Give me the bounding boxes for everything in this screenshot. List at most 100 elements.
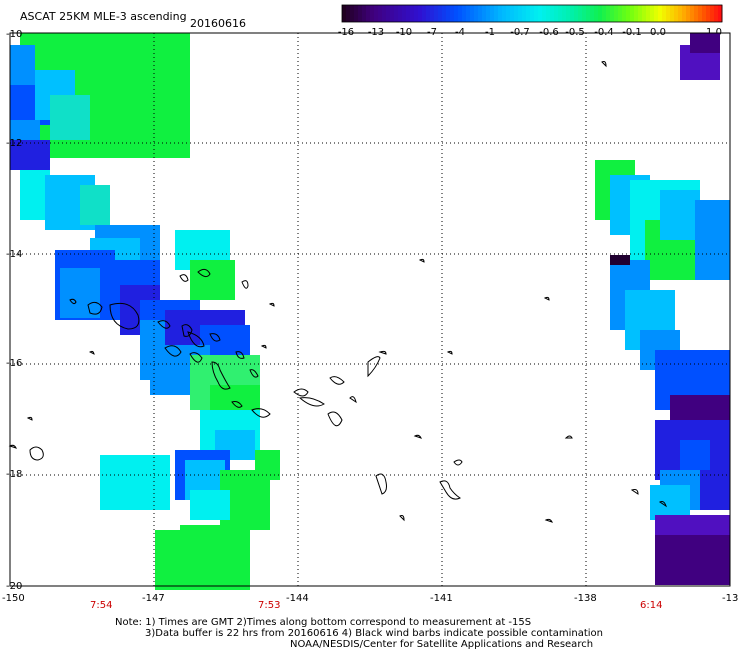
colorbar-segment <box>614 5 619 22</box>
lat-label: -10 <box>6 29 22 40</box>
wind-pixel <box>50 95 90 140</box>
colorbar-segment <box>574 5 579 22</box>
lat-label: -12 <box>6 138 22 149</box>
colorbar-segment <box>518 5 523 22</box>
colorbar-segment <box>406 5 411 22</box>
colorbar-segment <box>594 5 599 22</box>
wind-pixel <box>80 185 110 225</box>
colorbar-segment <box>386 5 391 22</box>
colorbar-segment <box>390 5 395 22</box>
colorbar-segment <box>698 5 703 22</box>
colorbar-segment <box>450 5 455 22</box>
time-label: 6:14 <box>640 600 662 611</box>
colorbar-segment <box>502 5 507 22</box>
colorbar <box>341 4 723 23</box>
colorbar-segment <box>550 5 555 22</box>
colorbar-segment <box>650 5 655 22</box>
colorbar-segment <box>630 5 635 22</box>
colorbar-border <box>341 4 723 23</box>
colorbar-segment <box>538 5 543 22</box>
latitude-labels: -10 -12 -14 -16 -18 -20 <box>6 29 22 592</box>
colorbar-segment <box>470 5 475 22</box>
colorbar-segment <box>670 5 675 22</box>
colorbar-segment <box>442 5 447 22</box>
colorbar-segment <box>626 5 631 22</box>
lat-label: -20 <box>6 581 22 592</box>
colorbar-segment <box>466 5 471 22</box>
colorbar-segment <box>702 5 707 22</box>
time-label: 7:53 <box>258 600 280 611</box>
wind-pixel <box>610 255 630 265</box>
colorbar-segment <box>554 5 559 22</box>
colorbar-segment <box>546 5 551 22</box>
colorbar-segment <box>706 5 711 22</box>
lon-label: -13 <box>722 593 738 604</box>
colorbar-segment <box>446 5 451 22</box>
colorbar-segment <box>602 5 607 22</box>
wind-pixel <box>660 190 700 240</box>
lat-label: -14 <box>6 249 22 260</box>
colorbar-segment <box>522 5 527 22</box>
colorbar-segment <box>606 5 611 22</box>
lon-label: -138 <box>574 593 597 604</box>
colorbar-segment <box>586 5 591 22</box>
lat-label: -18 <box>6 469 22 480</box>
lon-label: -147 <box>142 593 165 604</box>
colorbar-segment <box>378 5 383 22</box>
colorbar-segment <box>618 5 623 22</box>
colorbar-segment <box>598 5 603 22</box>
wind-pixel <box>655 535 730 585</box>
colorbar-segment <box>482 5 487 22</box>
longitude-labels: -150 -147 -144 -141 -138 -13 <box>2 593 738 604</box>
colorbar-segment <box>426 5 431 22</box>
lon-label: -141 <box>430 593 453 604</box>
wind-pixel <box>190 490 230 520</box>
footer-note-3: NOAA/NESDIS/Center for Satellite Applica… <box>290 639 593 650</box>
colorbar-segment <box>710 5 715 22</box>
colorbar-segment <box>346 5 351 22</box>
colorbar-segment <box>358 5 363 22</box>
wind-pixel <box>700 470 730 510</box>
colorbar-segment <box>350 5 355 22</box>
colorbar-segment <box>394 5 399 22</box>
colorbar-segment <box>634 5 639 22</box>
colorbar-segment <box>646 5 651 22</box>
colorbar-segment <box>454 5 459 22</box>
colorbar-segment <box>370 5 375 22</box>
colorbar-segment <box>666 5 671 22</box>
colorbar-segment <box>474 5 479 22</box>
colorbar-segment <box>402 5 407 22</box>
wind-pixel <box>10 140 50 170</box>
colorbar-segment <box>414 5 419 22</box>
wind-swaths <box>10 33 730 590</box>
colorbar-segment <box>418 5 423 22</box>
colorbar-segment <box>486 5 491 22</box>
colorbar-segment <box>622 5 627 22</box>
colorbar-segment <box>638 5 643 22</box>
colorbar-segment <box>658 5 663 22</box>
plot-frame <box>9 32 731 587</box>
colorbar-segment <box>654 5 659 22</box>
colorbar-segment <box>398 5 403 22</box>
colorbar-segment <box>678 5 683 22</box>
lat-lon-grid <box>10 33 730 586</box>
colorbar-segment <box>610 5 615 22</box>
colorbar-segment <box>342 5 347 22</box>
colorbar-segment <box>382 5 387 22</box>
colorbar-segment <box>542 5 547 22</box>
colorbar-segment <box>690 5 695 22</box>
colorbar-segment <box>430 5 435 22</box>
colorbar-segment <box>686 5 691 22</box>
wind-pixel <box>680 440 710 470</box>
time-label: 7:54 <box>90 600 112 611</box>
wind-pixel <box>60 268 100 318</box>
footer-note-2: 3)Data buffer is 22 hrs from 20160616 4)… <box>145 628 603 639</box>
colorbar-segment <box>514 5 519 22</box>
map-date: 20160616 <box>190 17 246 30</box>
colorbar-segment <box>718 5 723 22</box>
island-coastlines <box>8 61 667 523</box>
colorbar-segment <box>558 5 563 22</box>
colorbar-segment <box>374 5 379 22</box>
wind-pixel <box>670 395 730 420</box>
